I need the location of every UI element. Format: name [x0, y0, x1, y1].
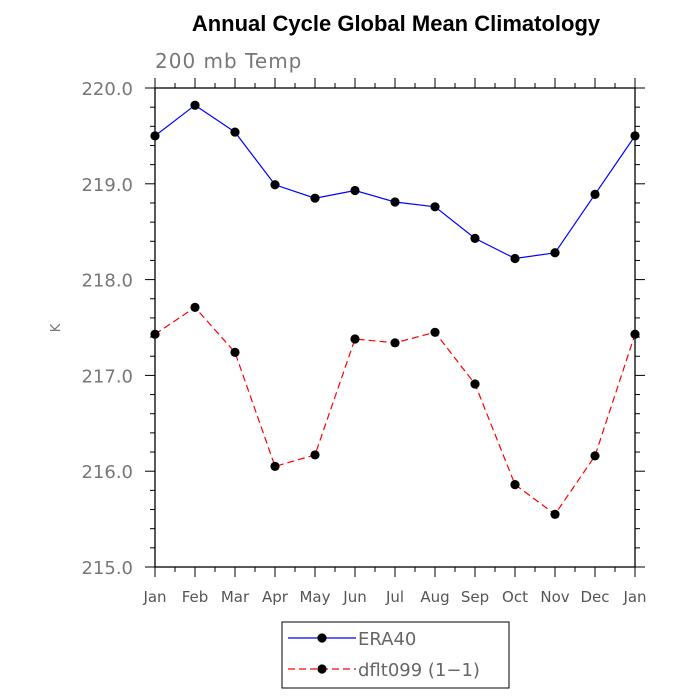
- data-point: [590, 189, 600, 199]
- data-point: [430, 202, 440, 212]
- data-point: [190, 100, 200, 110]
- data-point: [470, 233, 480, 244]
- y-tick-label: 215.0: [81, 558, 133, 579]
- x-tick-label: Feb: [182, 588, 209, 606]
- plot-frame: [154, 87, 636, 568]
- data-point: [310, 450, 320, 460]
- data-point: [630, 329, 640, 339]
- x-tick-label: Nov: [540, 588, 569, 606]
- data-point: [590, 451, 600, 461]
- data-point: [230, 347, 240, 358]
- data-point: [390, 197, 400, 207]
- x-tick-label: Aug: [420, 588, 449, 606]
- y-tick-label: 217.0: [81, 366, 133, 387]
- x-tick-label: Apr: [262, 588, 289, 606]
- y-tick-label: 216.0: [81, 462, 133, 483]
- data-point: [190, 302, 200, 312]
- x-tick-label: May: [299, 588, 330, 606]
- axis-ticks: 215.0 216.0 217.0 218.0 219.0 220.0 Jan Feb Mar A…: [81, 78, 647, 606]
- x-tick-label: Jan: [622, 588, 646, 606]
- data-point: [470, 379, 480, 389]
- x-tick-label: Mar: [221, 588, 250, 606]
- chart-subtitle: 200 mb Temp: [155, 49, 302, 73]
- series-line-1: [154, 104, 636, 260]
- data-point: [230, 127, 240, 137]
- data-point: [270, 180, 280, 190]
- x-tick-label: Jan: [142, 588, 166, 606]
- data-point: [350, 185, 360, 196]
- data-point: [350, 334, 360, 344]
- data-point: [510, 253, 520, 264]
- x-tick-label: Sep: [461, 588, 489, 606]
- legend-marker: [317, 664, 327, 674]
- data-point: [270, 461, 280, 472]
- data-point: [310, 193, 320, 203]
- x-tick-label: Jul: [385, 588, 404, 606]
- legend: ERA40 dflt099 (1−1): [281, 621, 510, 689]
- series-layer: [150, 100, 640, 519]
- legend-box: [281, 621, 510, 689]
- y-tick-label: 219.0: [81, 175, 133, 196]
- data-point: [550, 509, 560, 519]
- data-point: [510, 480, 520, 490]
- x-tick-label: Jun: [342, 588, 366, 606]
- y-tick-label: 220.0: [81, 79, 133, 100]
- legend-marker: [317, 633, 327, 643]
- legend-label-1: ERA40: [358, 629, 416, 650]
- legend-label-2: dflt099 (1−1): [358, 660, 480, 681]
- y-axis-label: K: [49, 323, 64, 332]
- data-point: [550, 248, 560, 258]
- data-point: [630, 131, 640, 141]
- data-point: [430, 327, 440, 337]
- data-point: [150, 131, 160, 141]
- y-tick-label: 218.0: [81, 271, 133, 292]
- x-tick-label: Oct: [502, 588, 528, 606]
- data-point: [150, 329, 160, 339]
- x-tick-label: Dec: [580, 588, 609, 606]
- chart-title: Annual Cycle Global Mean Climatology: [192, 11, 601, 36]
- data-point: [390, 338, 400, 348]
